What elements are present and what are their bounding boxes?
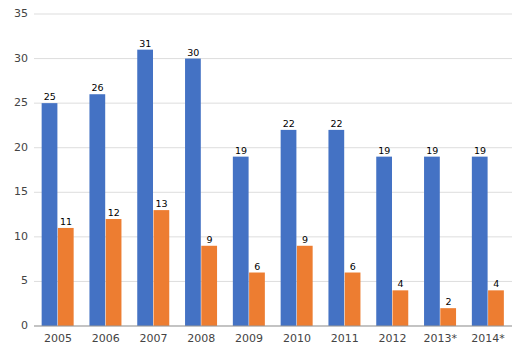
y-tick-label: 15 — [14, 185, 28, 198]
data-label: 6 — [254, 261, 260, 272]
data-label: 9 — [302, 234, 308, 245]
data-label: 4 — [493, 278, 499, 289]
data-label: 19 — [426, 145, 438, 156]
grid-line — [34, 192, 512, 193]
data-label: 6 — [350, 261, 356, 272]
bar — [424, 157, 440, 326]
data-label: 26 — [92, 82, 104, 93]
grid-line — [34, 147, 512, 148]
data-label: 30 — [187, 47, 199, 58]
data-labels: 25 26 31 30 19 22 22 19 19 19 11 12 13 9 6 9 6 4 2 4 — [44, 38, 500, 308]
bar — [328, 130, 344, 326]
bar — [376, 157, 392, 326]
bar — [106, 219, 122, 326]
bar — [249, 273, 265, 326]
x-tick-label: 2005 — [44, 332, 72, 345]
x-tick-label: 2006 — [92, 332, 120, 345]
bar — [42, 103, 58, 326]
x-tick-label: 2007 — [140, 332, 168, 345]
data-label: 19 — [474, 145, 486, 156]
bar — [201, 246, 217, 326]
grid-line — [34, 326, 512, 327]
y-tick-label: 30 — [14, 52, 28, 65]
data-label: 9 — [206, 234, 212, 245]
data-label: 19 — [235, 145, 247, 156]
bar — [58, 228, 74, 326]
y-tick-label: 25 — [14, 96, 28, 109]
bar — [137, 50, 153, 326]
x-tick-label: 2014* — [471, 332, 505, 345]
y-tick-label: 20 — [14, 141, 28, 154]
y-tick-label: 35 — [14, 7, 28, 20]
x-axis-line — [34, 326, 512, 327]
data-label: 2 — [445, 296, 451, 307]
x-tick-label: 2010 — [283, 332, 311, 345]
data-label: 19 — [378, 145, 390, 156]
data-label: 13 — [156, 198, 168, 209]
grid-line — [34, 103, 512, 104]
bar — [345, 273, 361, 326]
x-tick-label: 2011 — [331, 332, 359, 345]
x-axis: 2005 2006 2007 2008 2009 2010 2011 2012 2013* 201… — [34, 326, 512, 345]
data-label: 31 — [139, 38, 151, 49]
data-label: 25 — [44, 91, 56, 102]
y-tick-label: 5 — [21, 274, 28, 287]
bar — [154, 210, 170, 326]
bar — [488, 290, 504, 326]
bars — [42, 50, 504, 326]
data-label: 22 — [283, 118, 295, 129]
bar — [472, 157, 488, 326]
y-tick-label: 10 — [14, 230, 28, 243]
x-tick-label: 2008 — [187, 332, 215, 345]
data-label: 11 — [60, 216, 72, 227]
bar — [233, 157, 249, 326]
y-axis: 0 5 10 15 20 25 30 35 — [14, 7, 512, 332]
y-tick-label: 0 — [21, 319, 28, 332]
data-label: 22 — [331, 118, 343, 129]
bar — [89, 94, 105, 326]
x-tick-label: 2009 — [235, 332, 263, 345]
grid-line — [34, 58, 512, 59]
grid-line — [34, 14, 512, 15]
bar — [185, 59, 201, 326]
data-label: 12 — [108, 207, 120, 218]
bar — [297, 246, 313, 326]
bar — [281, 130, 297, 326]
bar — [393, 290, 409, 326]
chart: 0510152025303525263130192222191919111213… — [0, 0, 522, 354]
x-tick-label: 2012 — [379, 332, 407, 345]
x-tick-label: 2013* — [424, 332, 458, 345]
bar — [440, 308, 456, 326]
data-label: 4 — [398, 278, 404, 289]
